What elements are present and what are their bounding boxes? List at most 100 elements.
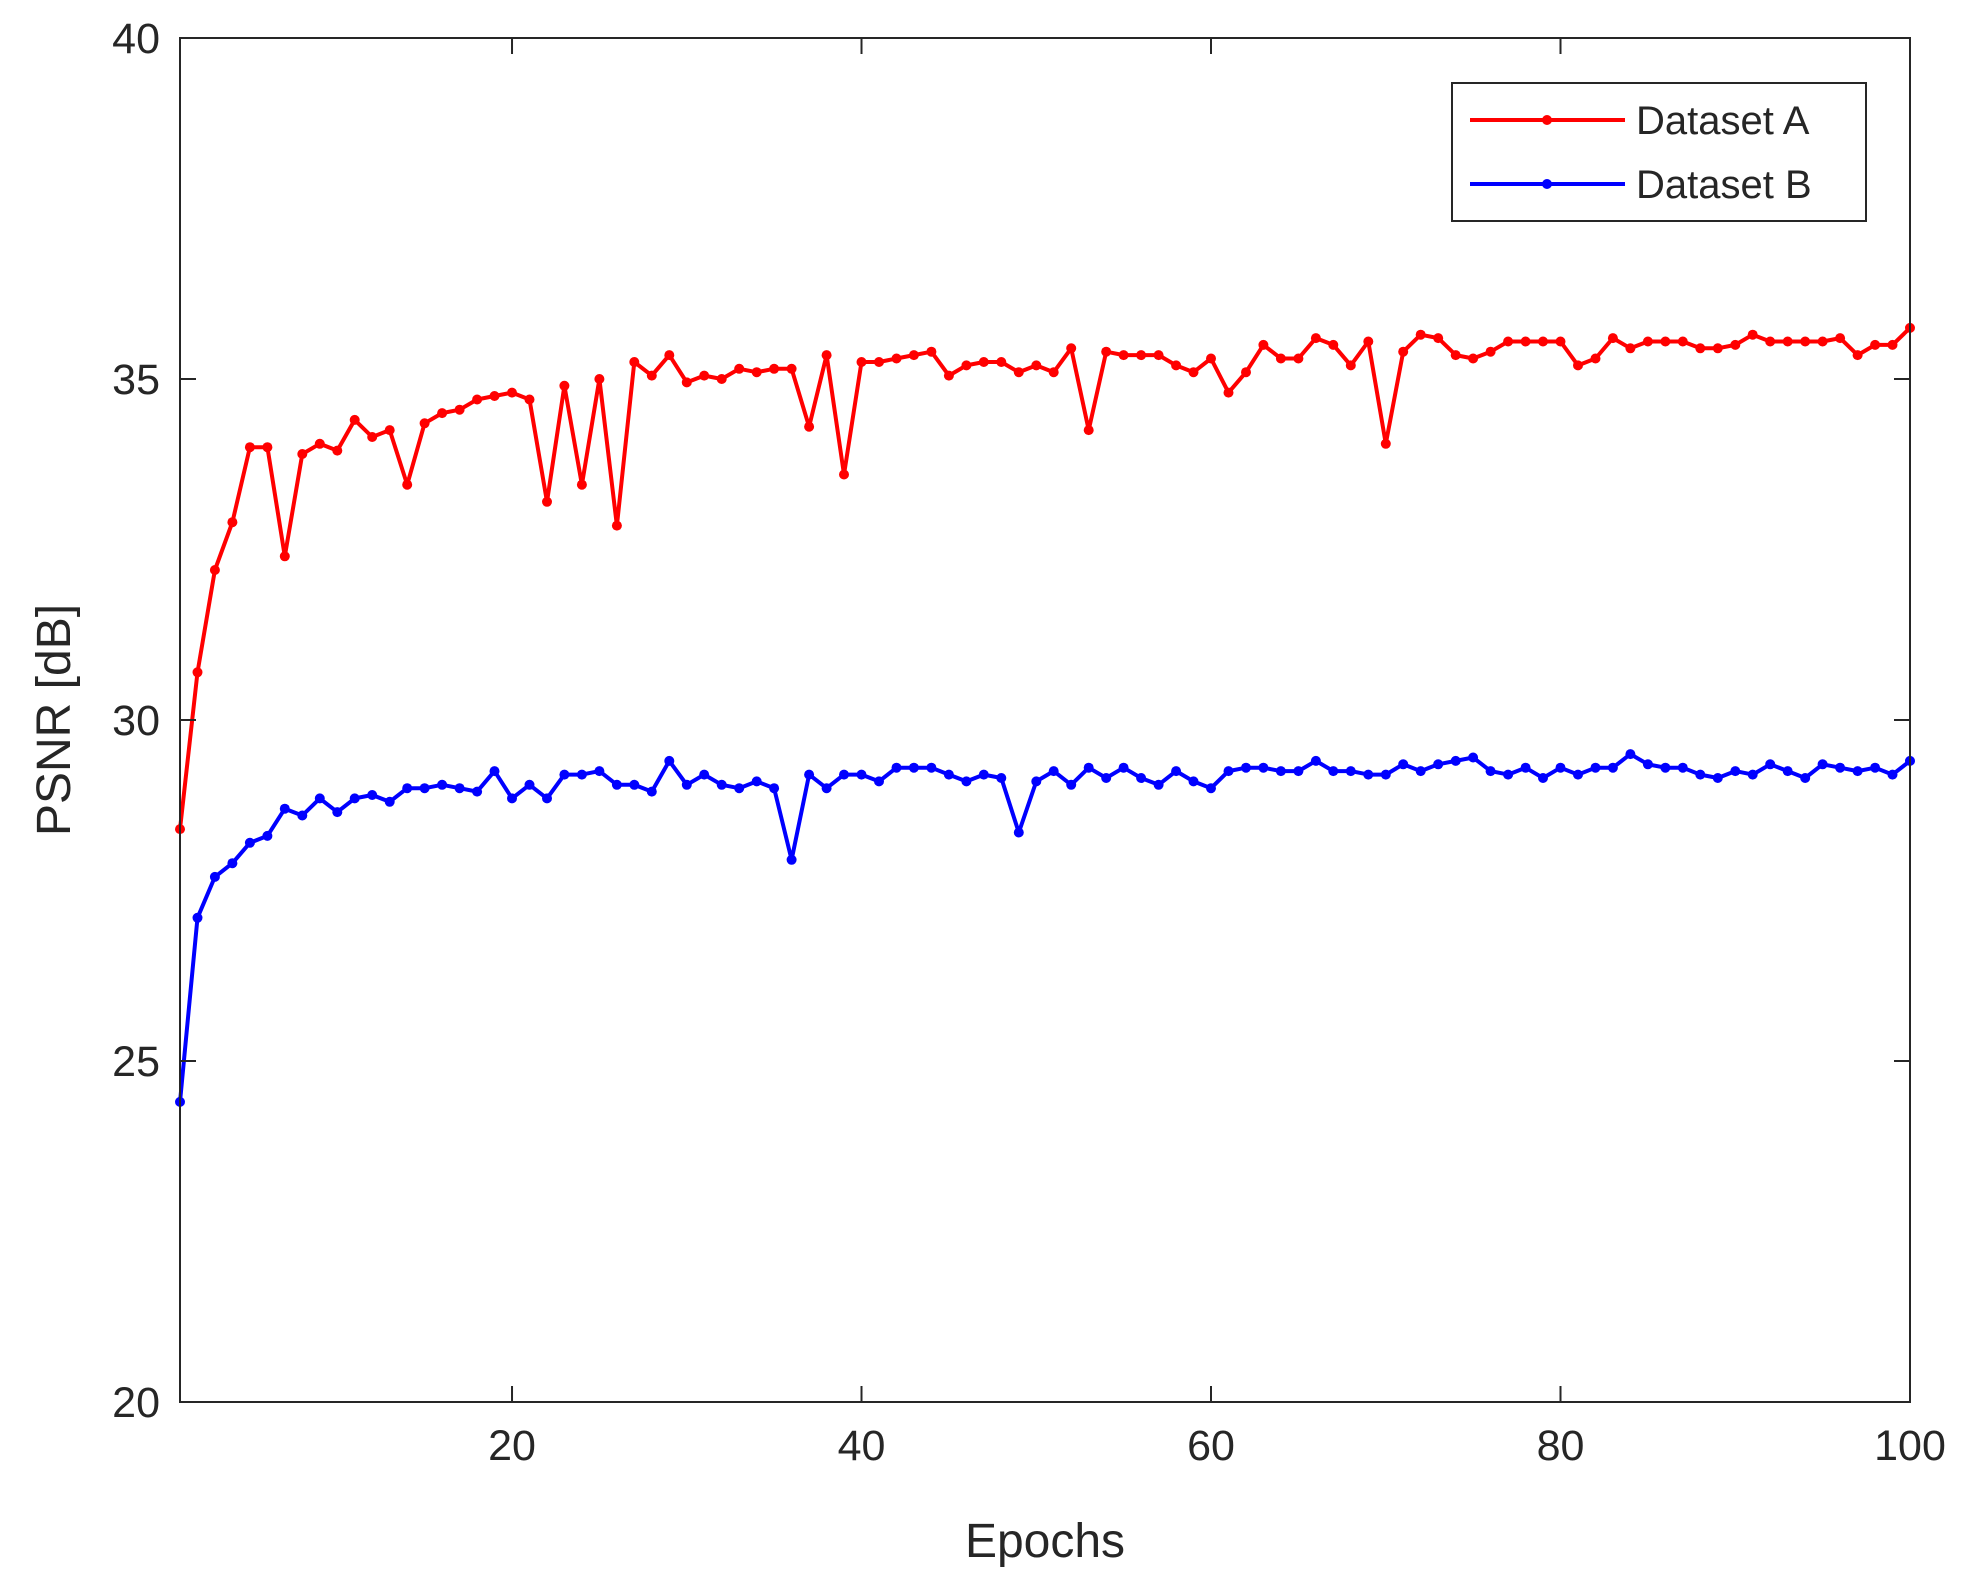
data-point-dataset-a — [507, 387, 517, 398]
y-tick-label: 30 — [112, 697, 160, 745]
data-point-dataset-a — [1258, 339, 1269, 350]
data-point-dataset-b — [244, 837, 255, 848]
data-point-dataset-b — [786, 854, 797, 865]
data-point-dataset-a — [629, 357, 640, 367]
data-point-dataset-a — [262, 442, 273, 453]
data-point-dataset-b — [943, 769, 954, 780]
data-point-dataset-a — [1835, 333, 1846, 344]
y-tick-label: 35 — [112, 356, 160, 404]
data-point-dataset-b — [664, 755, 675, 766]
data-point-dataset-b — [489, 766, 500, 777]
data-point-dataset-b — [646, 786, 657, 797]
data-point-dataset-b — [1607, 762, 1618, 773]
data-point-dataset-a — [1415, 329, 1426, 340]
data-point-dataset-b — [821, 783, 832, 794]
series-line-dataset-a — [178, 326, 1912, 830]
axes-layer: 20 25 30 35 40 20 40 60 80 100 — [112, 15, 1946, 1470]
data-point-dataset-b — [1538, 773, 1548, 783]
data-point-dataset-a — [524, 394, 535, 405]
data-point-dataset-a — [664, 350, 675, 361]
data-point-dataset-a — [699, 370, 710, 381]
data-point-dataset-a — [943, 370, 954, 381]
data-point-dataset-b — [1241, 762, 1251, 773]
data-point-dataset-b — [996, 773, 1007, 783]
data-point-dataset-a — [1870, 339, 1881, 350]
data-point-dataset-a — [1450, 350, 1461, 361]
data-point-dataset-a — [874, 357, 884, 367]
data-point-dataset-a — [1520, 336, 1531, 347]
data-point-dataset-a — [1153, 350, 1164, 361]
data-point-dataset-b — [1590, 762, 1601, 773]
y-tick-label: 25 — [112, 1038, 160, 1086]
data-point-dataset-a — [1398, 346, 1409, 357]
data-point-dataset-b — [1503, 769, 1514, 780]
data-point-dataset-a — [978, 357, 989, 367]
data-point-dataset-a — [297, 449, 308, 459]
data-point-dataset-b — [908, 762, 919, 773]
data-point-dataset-b — [1398, 759, 1409, 770]
series-dataset-b — [175, 749, 1915, 1107]
data-point-dataset-b — [978, 769, 989, 780]
data-point-dataset-b — [594, 766, 605, 777]
data-point-dataset-a — [1136, 350, 1147, 361]
data-point-dataset-b — [1642, 759, 1653, 770]
data-point-dataset-a — [1747, 329, 1758, 340]
series-dataset-a — [175, 322, 1915, 835]
data-point-dataset-a — [402, 479, 413, 490]
data-point-dataset-b — [1171, 766, 1182, 777]
data-point-dataset-b — [437, 779, 448, 790]
data-point-dataset-b — [192, 912, 203, 923]
data-point-dataset-a — [681, 377, 692, 388]
data-point-dataset-a — [314, 438, 325, 449]
data-point-dataset-a — [769, 363, 780, 374]
data-point-dataset-a — [1345, 360, 1356, 371]
data-point-dataset-a — [1048, 367, 1059, 378]
data-point-dataset-a — [227, 517, 238, 528]
data-point-dataset-a — [611, 520, 622, 531]
data-point-dataset-b — [1380, 769, 1391, 780]
data-point-dataset-b — [576, 769, 587, 780]
data-point-dataset-a — [1642, 336, 1653, 347]
data-point-dataset-a — [1310, 333, 1321, 344]
data-point-dataset-b — [1660, 762, 1671, 773]
data-point-dataset-b — [1712, 773, 1723, 783]
data-point-dataset-b — [1013, 827, 1024, 838]
series-line-dataset-b — [178, 752, 1912, 1103]
data-point-dataset-b — [384, 796, 395, 807]
data-point-dataset-b — [209, 871, 220, 882]
data-point-dataset-a — [349, 414, 360, 425]
data-point-dataset-b — [314, 793, 325, 804]
data-point-dataset-a — [1730, 339, 1741, 350]
data-point-dataset-a — [804, 421, 815, 432]
x-tick-label: 20 — [488, 1422, 536, 1470]
data-point-dataset-b — [1345, 766, 1356, 777]
data-point-dataset-a — [1712, 343, 1723, 354]
data-point-dataset-a — [1223, 387, 1234, 398]
data-point-dataset-b — [1765, 759, 1776, 770]
data-point-dataset-b — [1031, 776, 1042, 787]
data-point-dataset-a — [839, 469, 849, 480]
data-point-dataset-b — [1782, 766, 1793, 777]
series-layer — [175, 322, 1915, 1107]
data-point-dataset-a — [856, 357, 867, 367]
data-point-dataset-b — [1450, 755, 1461, 766]
data-point-dataset-a — [1293, 353, 1304, 364]
data-point-dataset-b — [227, 858, 238, 869]
y-axis-label: PSNR [dB] — [28, 604, 81, 836]
data-point-dataset-a — [419, 418, 430, 429]
data-point-dataset-b — [297, 810, 308, 821]
data-point-dataset-a — [1607, 333, 1618, 344]
data-point-dataset-a — [576, 479, 587, 490]
data-point-dataset-a — [646, 370, 657, 381]
data-point-dataset-b — [1625, 749, 1636, 760]
data-point-dataset-b — [1573, 769, 1583, 780]
data-point-dataset-b — [1817, 759, 1828, 770]
data-point-dataset-a — [1852, 350, 1863, 361]
data-point-dataset-b — [1870, 762, 1881, 773]
data-point-dataset-a — [1782, 336, 1793, 347]
data-point-dataset-a — [1363, 336, 1374, 347]
data-point-dataset-a — [1887, 339, 1898, 350]
y-tick-label: 20 — [112, 1379, 160, 1427]
data-point-dataset-a — [1188, 367, 1199, 378]
data-point-dataset-a — [489, 391, 500, 401]
